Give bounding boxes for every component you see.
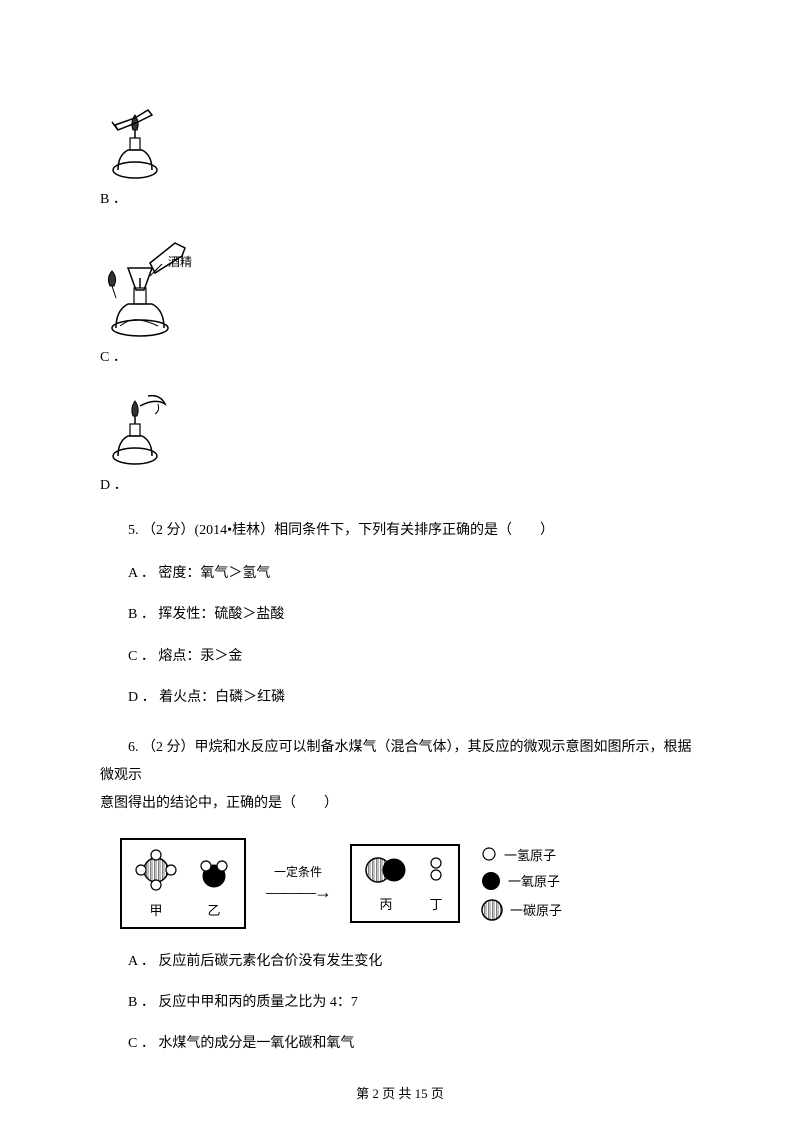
option-c-label: C ． [100,346,127,366]
q5-opt-a: A ． 密度：氧气＞氢气 [100,561,700,586]
lamp-image-d [100,386,180,466]
h-atom-icon [480,845,498,863]
mol-ding: 丁 [426,854,446,913]
legend-o-text: 一氧原子 [508,871,560,890]
q5-opt-c: C ． 熔点：汞＞金 [100,644,700,669]
o-atom-icon [480,870,502,892]
option-d-label: D ． [100,474,128,494]
mol-bing: 丙 [364,854,408,913]
q6-opt-c: C ． 水煤气的成分是一氧化碳和氧气 [100,1031,700,1056]
arrow-icon: ———→ [266,882,330,903]
alcohol-label: 酒精 [168,255,192,269]
c-atom-icon [480,898,504,922]
arrow-label: 一定条件 [274,863,322,880]
mol-yi: 乙 [196,856,232,919]
option-b-block: B ． [100,100,700,208]
legend-c-text: 一碳原子 [510,900,562,919]
legend-h-text: 一氢原子 [504,845,556,864]
mol-jia: 甲 [134,848,178,919]
h2-icon [426,854,446,886]
lamp-image-c: 酒精 [100,228,200,338]
legend: 一氢原子 一氧原子 一碳原子 [480,845,562,922]
mol-bing-label: 丙 [379,894,392,913]
option-b-label: B ． [100,188,127,208]
q5-opt-b: B ． 挥发性：硫酸＞盐酸 [100,602,700,627]
mol-ding-label: 丁 [429,894,442,913]
option-d-block: D ． [100,386,700,494]
q6-opt-a: A ． 反应前后碳元素化合价没有发生变化 [100,949,700,974]
legend-h: 一氢原子 [480,845,562,864]
option-c-block: 酒精 C ． [100,228,700,366]
co-icon [364,854,408,886]
q6-opt-b: B ． 反应中甲和丙的质量之比为 4：7 [100,990,700,1015]
q6-line2: 意图得出的结论中，正确的是（ ） [100,790,700,818]
products-box: 丙 丁 [350,844,460,923]
methane-icon [134,848,178,892]
page-footer: 第 2 页 共 15 页 [0,1083,800,1102]
reaction-diagram: 甲 乙 一定条件 ———→ [120,838,700,929]
q5-opt-d: D ． 着火点：白磷＞红磷 [100,685,700,710]
q6-text: 6. （2 分）甲烷和水反应可以制备水煤气（混合气体），其反应的微观示意图如图所… [100,734,700,818]
lamp-image-b [100,100,170,180]
reactants-box: 甲 乙 [120,838,246,929]
q5-text: 5. （2 分）(2014•桂林）相同条件下，下列有关排序正确的是（ ） [100,518,700,543]
mol-yi-label: 乙 [207,900,220,919]
mol-jia-label: 甲 [149,900,162,919]
q6-line1: 6. （2 分）甲烷和水反应可以制备水煤气（混合气体），其反应的微观示意图如图所… [100,734,700,790]
water-icon [196,856,232,892]
arrow-section: 一定条件 ———→ [266,863,330,903]
legend-o: 一氧原子 [480,870,562,892]
legend-c: 一碳原子 [480,898,562,922]
